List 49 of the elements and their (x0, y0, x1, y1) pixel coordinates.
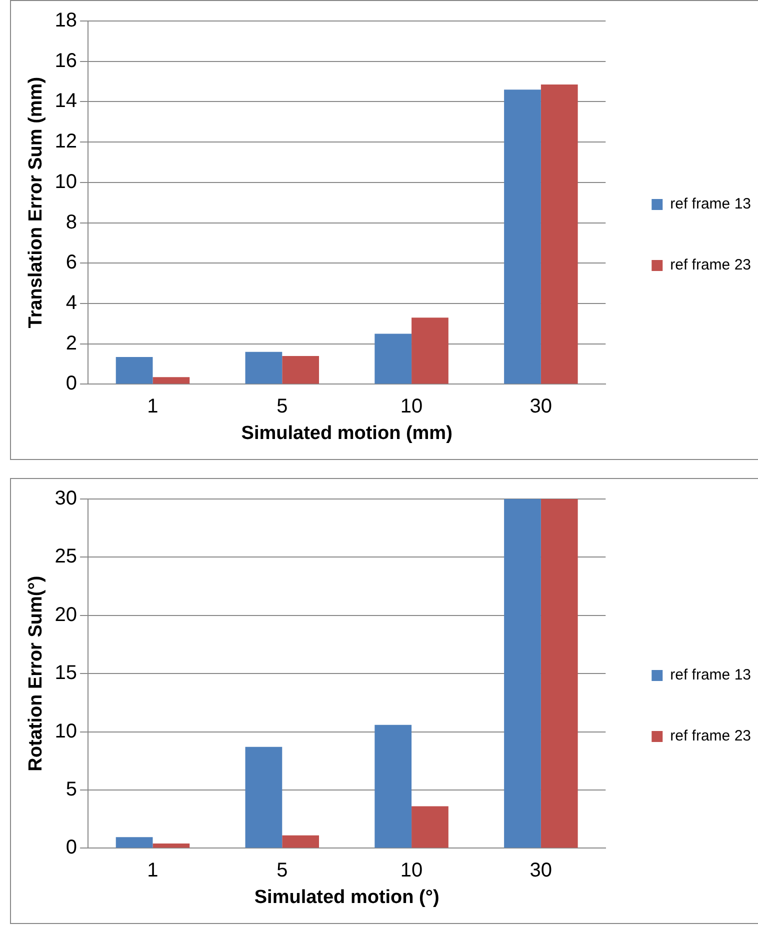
x-axis-title: Simulated motion (mm) (241, 422, 452, 444)
y-tick-label: 14 (54, 90, 78, 112)
legend-label: ref frame 23 (670, 256, 752, 274)
y-tick-label: 30 (54, 488, 78, 510)
y-tick-label: 12 (54, 130, 78, 153)
y-tick-label: 0 (66, 372, 78, 395)
y-tick-label: 18 (54, 10, 78, 32)
y-tick-label: 20 (54, 604, 78, 626)
bar (282, 356, 320, 384)
y-tick-label: 2 (66, 332, 78, 354)
x-tick-label: 5 (276, 396, 288, 418)
bar (282, 835, 320, 848)
y-tick-label: 6 (66, 252, 78, 274)
y-tick-label: 4 (66, 292, 78, 314)
y-tick-label: 25 (54, 546, 78, 568)
y-axis-title: Rotation Error Sum(°) (26, 576, 47, 772)
y-tick-label: 5 (66, 778, 78, 801)
y-tick-label: 16 (54, 50, 78, 72)
y-tick-label: 8 (66, 211, 78, 234)
bar (504, 90, 541, 384)
bar (152, 377, 190, 384)
bar (540, 84, 578, 384)
x-tick-label: 30 (530, 860, 552, 882)
x-tick-label: 10 (400, 860, 423, 882)
x-tick-label: 1 (147, 396, 158, 418)
legend-label: ref frame 13 (670, 666, 752, 684)
bar (374, 334, 412, 384)
bar (412, 318, 448, 384)
y-tick-label: 10 (54, 170, 78, 193)
bar (540, 499, 578, 848)
bar (245, 746, 282, 848)
bar (245, 352, 282, 384)
bar (116, 837, 153, 848)
x-tick-label: 30 (530, 396, 552, 418)
x-tick-label: 1 (147, 860, 158, 882)
x-axis-title: Simulated motion (°) (254, 886, 440, 908)
y-tick-label: 10 (54, 720, 78, 742)
y-tick-label: 0 (66, 836, 78, 859)
legend-label: ref frame 13 (670, 196, 752, 213)
x-tick-label: 10 (400, 396, 423, 418)
x-tick-label: 5 (276, 860, 288, 882)
y-axis-title: Translation Error Sum (mm) (26, 76, 47, 328)
bar (374, 724, 412, 848)
legend-label: ref frame 23 (670, 728, 752, 745)
bar (152, 844, 190, 848)
y-tick-label: 15 (54, 662, 78, 684)
bar (116, 356, 153, 384)
bar (504, 499, 541, 848)
bar (412, 806, 448, 848)
